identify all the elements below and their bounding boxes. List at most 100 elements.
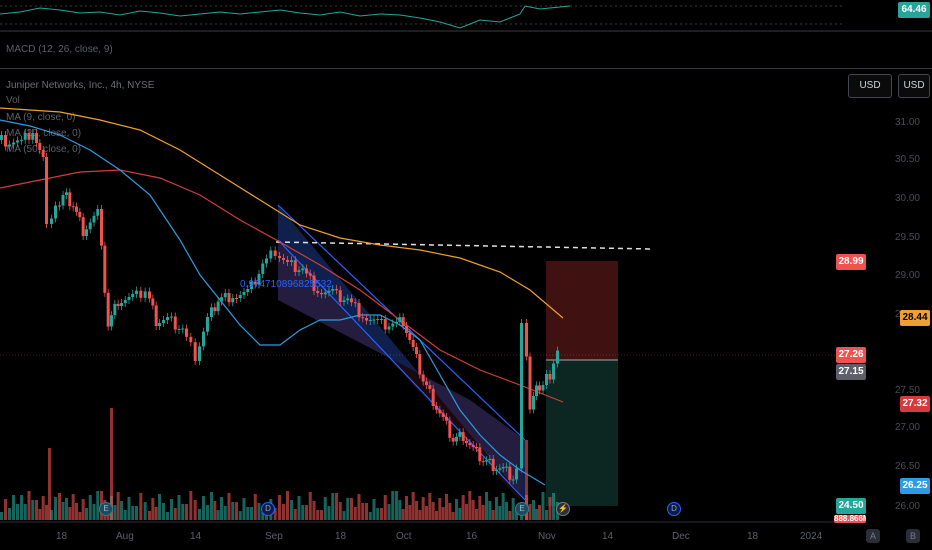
- candle-body: [438, 409, 442, 414]
- volume-bar: [238, 511, 242, 520]
- auto-scale-button[interactable]: A: [866, 529, 880, 543]
- stop-zone[interactable]: [546, 261, 618, 360]
- candle-body: [475, 447, 478, 448]
- volume-bar: [488, 501, 492, 520]
- candle-body: [81, 217, 85, 236]
- log-scale-button[interactable]: B: [906, 529, 920, 543]
- candle-body: [216, 301, 220, 312]
- volume-bar: [23, 504, 27, 520]
- time-axis-label: Oct: [396, 531, 412, 542]
- volume-bar: [368, 512, 372, 520]
- volume-bar: [253, 494, 257, 520]
- parallel-channel-upper[interactable]: [278, 205, 525, 500]
- candle-body: [71, 206, 75, 208]
- candle-body: [387, 326, 391, 330]
- volume-bar: [541, 492, 545, 520]
- resistance-line[interactable]: [275, 241, 653, 250]
- volume-bar: [528, 504, 532, 520]
- volume-bar: [508, 511, 512, 520]
- candle-body: [75, 206, 78, 212]
- candle-body: [198, 346, 201, 361]
- volume-bar: [387, 504, 391, 520]
- candle-body: [532, 396, 535, 410]
- candle-body: [353, 302, 357, 304]
- time-axis-label: Nov: [538, 531, 556, 542]
- candle-body: [65, 192, 68, 195]
- time-axis-label: Dec: [672, 531, 690, 542]
- volume-bar: [395, 491, 398, 520]
- volume-bar: [421, 497, 425, 520]
- volume-bar: [380, 508, 383, 520]
- candle-body: [528, 356, 532, 410]
- volume-bar: [198, 509, 201, 520]
- volume-bar: [20, 495, 23, 520]
- volume-bar: [92, 504, 96, 520]
- volume-bar: [405, 496, 408, 520]
- volume-bar: [235, 502, 238, 520]
- candle-body: [38, 143, 42, 150]
- volume-bar: [139, 493, 143, 520]
- volume-legend[interactable]: Vol: [6, 95, 20, 106]
- volume-bar: [376, 508, 380, 520]
- volume-bar: [38, 509, 42, 520]
- ma-legend-1[interactable]: MA (9, close, 0): [6, 112, 76, 123]
- volume-bar: [227, 493, 231, 520]
- candle-body: [193, 342, 197, 361]
- volume-bar: [471, 500, 475, 520]
- volume-bar: [552, 493, 555, 520]
- volume-bar: [305, 505, 308, 520]
- flash-icon[interactable]: ⚡: [556, 502, 570, 516]
- volume-bar: [127, 497, 131, 520]
- ma-legend-2[interactable]: MA (20, close, 0): [6, 128, 82, 139]
- volume-bar: [231, 502, 235, 520]
- volume-bar: [185, 504, 188, 520]
- candle-body: [170, 316, 173, 318]
- ma-blue-line: [0, 119, 546, 486]
- volume-bar: [265, 512, 268, 520]
- candle-body: [110, 315, 113, 327]
- volume-bar: [173, 508, 177, 520]
- candle-body: [286, 260, 289, 262]
- candle-body: [4, 135, 7, 147]
- macd-legend[interactable]: MACD (12, 26, close, 9): [6, 44, 113, 55]
- candle-body: [85, 229, 88, 236]
- candle-body: [202, 331, 205, 347]
- earnings-marker[interactable]: E: [99, 502, 113, 516]
- candle-body: [485, 460, 488, 462]
- candle-body: [158, 323, 161, 326]
- volume-bar: [365, 503, 368, 520]
- symbol-title[interactable]: Juniper Networks, Inc., 4h, NYSE: [6, 80, 155, 91]
- volume-bar: [353, 507, 357, 520]
- time-axis-label: 14: [190, 531, 202, 542]
- volume-bar: [50, 510, 53, 520]
- price-axis-label: 26.00: [894, 501, 920, 512]
- candle-body: [445, 417, 448, 421]
- candle-body: [316, 291, 320, 293]
- volume-bar: [346, 498, 350, 520]
- candle-body: [478, 447, 482, 462]
- candle-body: [250, 281, 253, 289]
- candle-body: [103, 245, 107, 293]
- candle-body: [113, 303, 117, 316]
- volume-bar: [202, 496, 205, 520]
- target-zone[interactable]: [546, 360, 618, 506]
- time-axis-label: 16: [466, 531, 478, 542]
- candle-body: [535, 385, 538, 396]
- currency-button-right[interactable]: USD: [898, 74, 930, 98]
- dividend-marker[interactable]: D: [261, 502, 275, 516]
- volume-bar: [461, 495, 465, 520]
- volume-bar: [96, 491, 100, 520]
- candle-body: [408, 333, 412, 340]
- volume-bar: [491, 510, 495, 520]
- candle-body: [425, 381, 428, 386]
- volume-bar: [88, 495, 92, 520]
- dividend-marker[interactable]: D: [667, 502, 681, 516]
- earnings-marker[interactable]: E: [515, 502, 529, 516]
- candle-body: [451, 437, 455, 442]
- candle-body: [231, 298, 235, 303]
- currency-button-left[interactable]: USD: [848, 74, 892, 98]
- ma-orange-line: [0, 107, 564, 319]
- candle-body: [338, 290, 342, 302]
- volume-bar: [316, 510, 320, 520]
